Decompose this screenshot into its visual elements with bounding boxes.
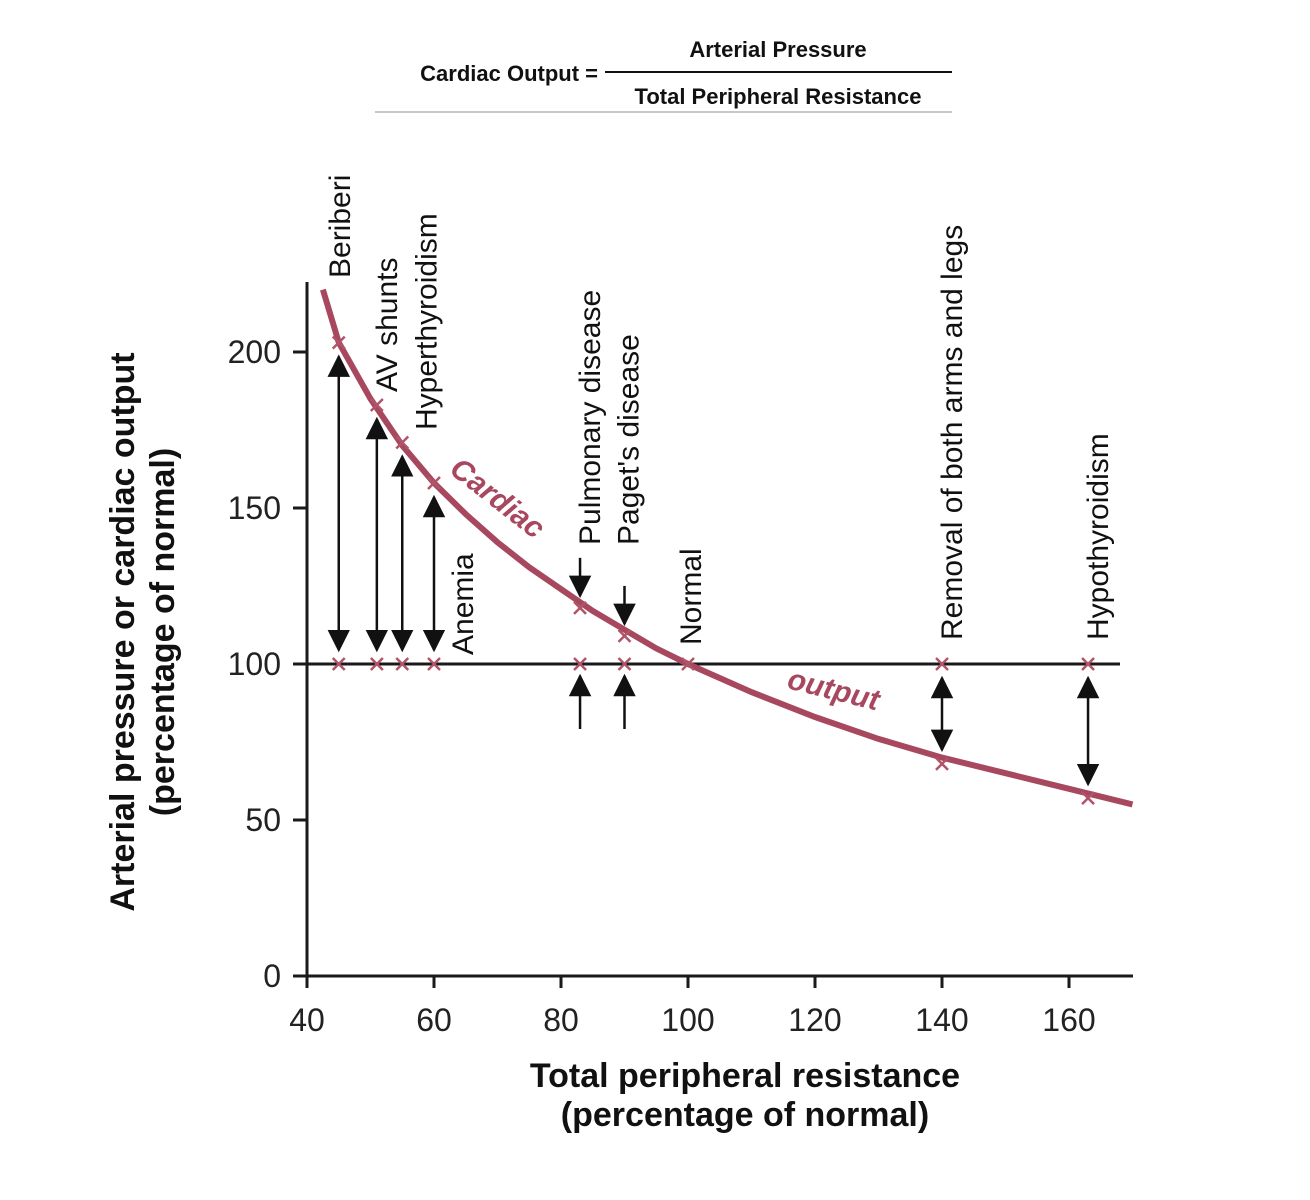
x-tick-label: 100 [661, 1002, 714, 1038]
pressure-marker [617, 657, 632, 671]
formula-lhs: Cardiac Output = [420, 61, 598, 86]
y-ticks: 0 50 100 150 200 [228, 334, 307, 994]
x-tick-label: 140 [915, 1002, 968, 1038]
cardiac-output-marker [935, 756, 949, 771]
formula: Cardiac Output = Arterial Pressure Total… [375, 37, 952, 113]
y-tick-label: 150 [228, 490, 281, 526]
axes [305, 282, 1133, 978]
condition-label: Pulmonary disease [574, 290, 607, 545]
y-axis-title-line2: (percentage of normal) [144, 448, 182, 816]
y-axis-title-line1: Arterial pressure or cardiac output [104, 352, 142, 911]
cardiac-output-curve [320, 288, 1134, 808]
x-tick-label: 40 [289, 1002, 325, 1038]
pressure-marker [1081, 657, 1095, 671]
cardiac-output-marker [573, 600, 587, 615]
condition-label: AV shunts [371, 257, 404, 392]
curve-label-cardiac: Cardiac [444, 452, 551, 546]
cardiac-output-marker [1081, 791, 1095, 806]
pressure-marker [935, 657, 949, 671]
pressure-marker [395, 657, 410, 671]
condition-label: Hyperthyroidism [410, 213, 443, 430]
formula-denominator: Total Peripheral Resistance [635, 84, 922, 109]
x-axis-title-line2: (percentage of normal) [561, 1096, 929, 1134]
cardiac-output-marker [427, 476, 441, 490]
pressure-marker [369, 657, 384, 671]
y-tick-label: 100 [228, 646, 281, 682]
x-axis-title-line1: Total peripheral resistance [530, 1057, 960, 1095]
formula-numerator: Arterial Pressure [689, 37, 866, 62]
condition-label: Hypothyroidism [1082, 433, 1115, 640]
condition-label: Beriberi [324, 175, 357, 278]
pressure-marker [331, 657, 346, 671]
cardiac-output-marker [395, 435, 410, 450]
condition-label: Anemia [447, 553, 480, 655]
x-tick-label: 80 [543, 1002, 579, 1038]
x-tick-label: 60 [416, 1002, 452, 1038]
y-tick-label: 50 [245, 802, 281, 838]
condition-label: Normal [675, 548, 708, 645]
pressure-marker [427, 657, 441, 671]
condition-label: Removal of both arms and legs [936, 225, 969, 640]
y-tick-label: 0 [263, 958, 281, 994]
y-tick-label: 200 [228, 334, 281, 370]
x-tick-label: 120 [788, 1002, 841, 1038]
cardiac-output-marker [369, 398, 384, 412]
condition-label: Paget's disease [613, 334, 646, 545]
x-ticks: 40 60 80 100 120 140 160 [289, 976, 1096, 1038]
pressure-marker [681, 657, 695, 671]
condition-annotations: Beriberi AV shunts Hyperthyroidism Anemia Pu… [324, 175, 1115, 806]
x-tick-label: 160 [1042, 1002, 1095, 1038]
cardiac-output-marker [331, 335, 346, 350]
cardiac-output-marker [617, 629, 632, 643]
pressure-marker [573, 657, 587, 671]
